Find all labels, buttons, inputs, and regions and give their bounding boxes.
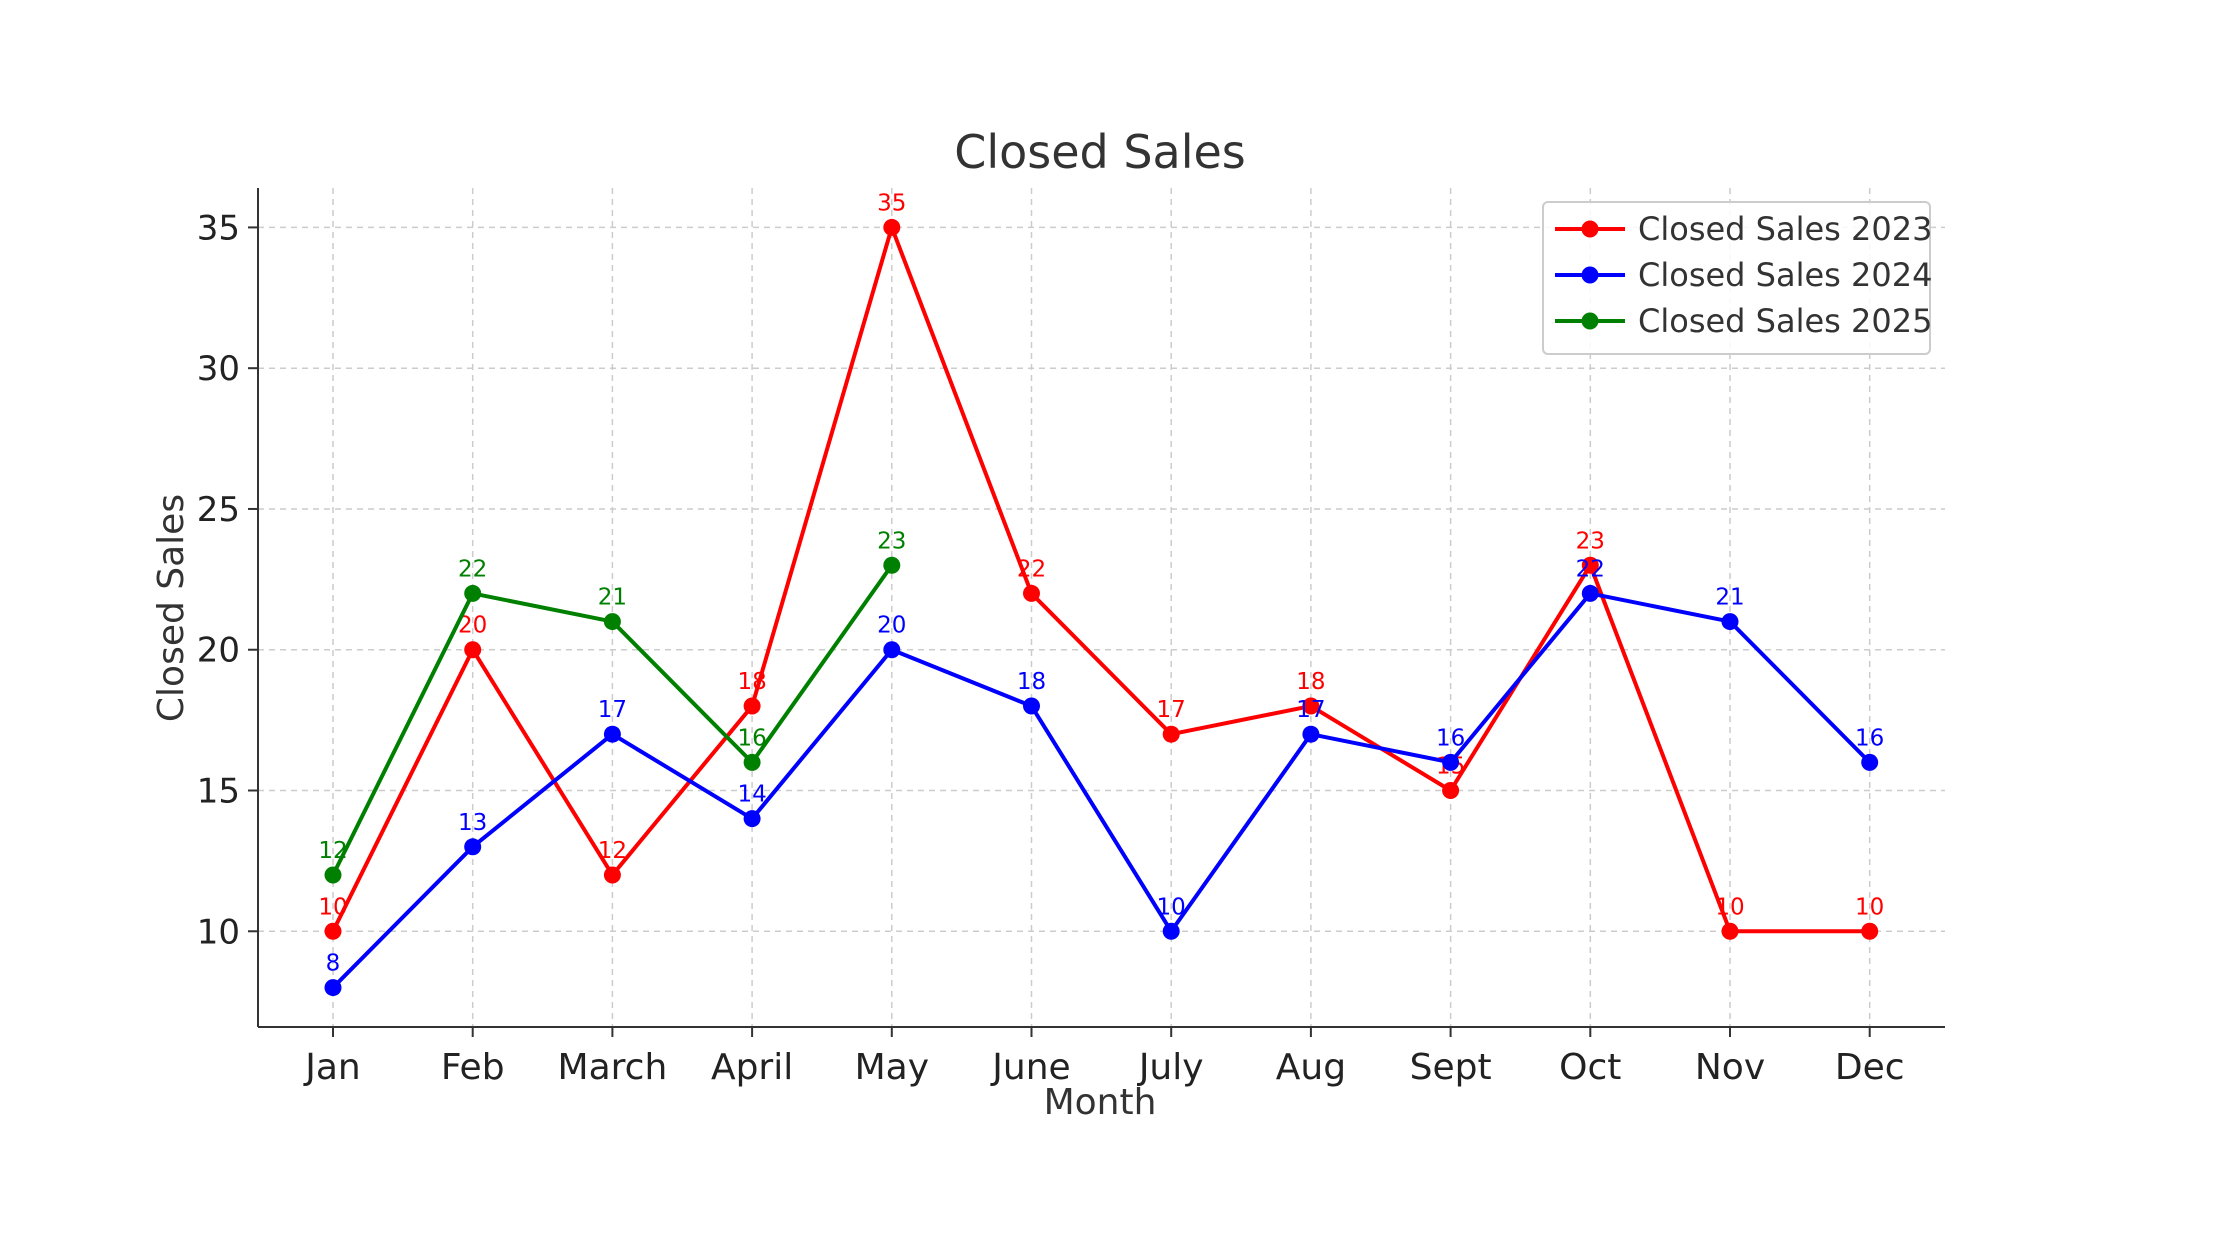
data-point [743,810,761,828]
x-axis-title: Month [1044,1082,1157,1123]
data-label: 17 [1157,697,1186,723]
data-point [1581,584,1599,602]
data-label: 20 [877,613,906,639]
y-axis-ticks: 10 15 20 25 30 35 [197,208,258,952]
x-tick-label: March [558,1047,668,1088]
data-point [743,753,761,771]
data-point [883,218,901,236]
data-label: 22 [1576,556,1605,582]
data-point [1023,584,1040,602]
x-tick-label: June [990,1047,1070,1088]
x-tick-label: Feb [441,1047,505,1088]
series-line [331,591,1872,989]
x-tick-label: Aug [1276,1047,1346,1088]
data-label: 13 [458,810,487,836]
data-point [1302,697,1320,715]
data-label: 22 [1017,556,1046,582]
data-label: 23 [877,528,906,554]
series-line [331,225,1870,934]
data-point [1302,725,1320,743]
legend-label: Closed Sales 2024 [1638,256,1932,294]
data-label: 17 [1296,697,1325,723]
legend-item: Closed Sales 2023 [1555,210,1932,248]
data-point [883,641,901,659]
data-label: 17 [598,697,627,723]
legend-marker [1581,312,1599,330]
data-label: 18 [1296,669,1325,695]
data-point [743,697,761,715]
y-tick-label: 30 [197,349,240,389]
data-point [324,979,342,997]
data-point [603,613,621,631]
x-tick-label: April [711,1047,793,1088]
data-point [1861,753,1879,771]
data-point [1442,782,1460,800]
data-label: 18 [737,669,766,695]
data-point [1023,697,1040,715]
legend-item: Closed Sales 2024 [1555,256,1932,294]
data-point [1162,922,1180,940]
data-label: 23 [1576,528,1605,554]
x-tick-label: May [855,1047,929,1088]
legend: Closed Sales 2023 Closed Sales 2024 Closed… [1542,201,1932,355]
data-point [1861,922,1879,940]
legend-marker [1581,220,1599,238]
legend-marker [1581,266,1599,284]
data-point [1721,922,1739,940]
data-point [883,556,901,574]
x-tick-label: Dec [1835,1047,1905,1088]
data-point [603,866,621,884]
data-point [1581,556,1599,574]
chart-title: Closed Sales [954,125,1246,179]
data-label: 21 [598,585,627,611]
data-label: 10 [318,894,347,920]
data-point [1721,613,1739,631]
series-3: 12 22 21 16 23 [318,528,906,884]
data-label: 22 [458,556,487,582]
data-point [1162,725,1180,743]
data-label: 10 [1715,894,1744,920]
y-axis-title: Closed Sales [151,494,192,722]
data-point [464,641,482,659]
data-point [324,866,342,884]
data-label: 12 [598,838,627,864]
data-label: 16 [1855,725,1884,751]
grid-lines [258,188,1945,1027]
x-axis-ticks: Jan Feb March April May June July Aug Sept Oct Nov… [303,1027,1905,1088]
series-2: 8 13 17 14 20 18 10 17 16 22 21 16 [324,556,1884,997]
x-tick-label: Nov [1695,1047,1765,1088]
data-label: 10 [1157,894,1186,920]
data-label: 10 [1855,894,1884,920]
data-label: 18 [1017,669,1046,695]
legend-item: Closed Sales 2025 [1555,302,1932,340]
data-label: 14 [737,782,766,808]
x-tick-label: Jan [303,1047,361,1088]
legend-label: Closed Sales 2023 [1638,210,1932,248]
data-label: 16 [1436,725,1465,751]
series-1: 102012183522171815231010 [318,190,1884,940]
data-point [324,922,342,940]
data-point [464,838,482,856]
data-point [464,584,482,602]
data-label: 21 [1715,585,1744,611]
data-point [603,725,621,743]
data-label: 8 [326,951,341,977]
y-tick-label: 35 [197,208,240,248]
data-point [1442,753,1460,771]
series-layer: 1020121835221718152310108131714201810171… [318,190,1884,997]
x-tick-label: July [1137,1047,1204,1088]
y-tick-label: 25 [197,490,240,530]
x-tick-label: Oct [1559,1047,1621,1088]
data-label: 16 [737,725,766,751]
legend-box [1542,201,1931,355]
x-tick-label: Sept [1410,1047,1492,1088]
y-tick-label: 10 [197,912,240,952]
y-tick-label: 15 [197,772,240,812]
legend-label: Closed Sales 2025 [1638,302,1932,340]
y-tick-label: 20 [197,631,240,671]
data-label: 12 [318,838,347,864]
data-label: 35 [877,190,906,216]
